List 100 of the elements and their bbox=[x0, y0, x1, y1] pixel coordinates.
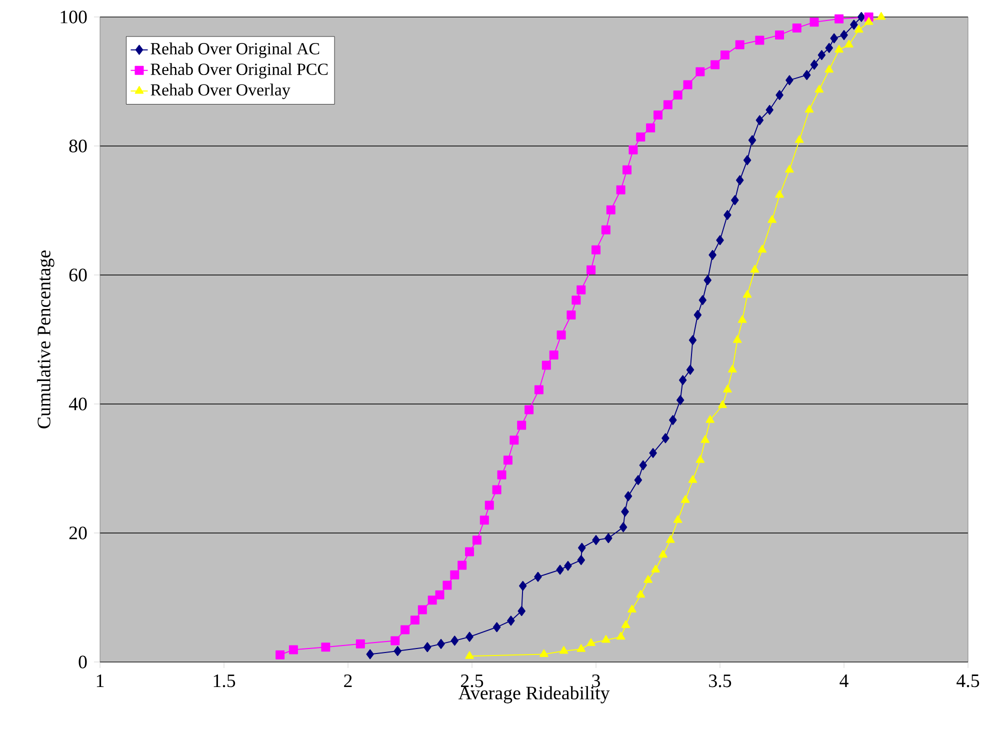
point bbox=[497, 470, 506, 480]
point bbox=[676, 395, 684, 406]
point bbox=[706, 415, 714, 423]
point bbox=[410, 616, 420, 625]
point bbox=[542, 360, 551, 370]
point bbox=[592, 245, 601, 254]
point bbox=[621, 620, 630, 628]
point bbox=[824, 64, 834, 73]
x-axis-title: Average Rideability bbox=[458, 686, 610, 704]
x-tick-label: 1.5 bbox=[214, 674, 236, 688]
point bbox=[786, 75, 794, 86]
point bbox=[750, 264, 760, 273]
point bbox=[534, 572, 542, 582]
point bbox=[830, 33, 838, 44]
point bbox=[578, 542, 586, 553]
point bbox=[716, 235, 724, 246]
legend-label: Rehab Over Original PCC bbox=[150, 63, 328, 79]
point bbox=[696, 455, 705, 463]
point bbox=[576, 644, 586, 652]
point bbox=[775, 30, 784, 40]
point bbox=[518, 580, 527, 591]
point bbox=[592, 535, 600, 546]
point bbox=[825, 42, 833, 53]
point bbox=[466, 632, 474, 642]
point bbox=[586, 638, 596, 646]
point bbox=[450, 636, 459, 646]
point bbox=[644, 575, 652, 583]
point bbox=[572, 296, 581, 305]
point bbox=[604, 533, 612, 544]
point bbox=[776, 90, 784, 100]
point bbox=[724, 210, 732, 220]
point bbox=[390, 636, 400, 646]
point bbox=[649, 448, 657, 458]
y-tick-label: 0 bbox=[78, 656, 87, 668]
point bbox=[636, 132, 646, 142]
point bbox=[622, 165, 632, 174]
point bbox=[518, 606, 526, 616]
point bbox=[694, 310, 702, 320]
point bbox=[423, 642, 432, 652]
point bbox=[810, 60, 818, 70]
x-tick-label: 4.5 bbox=[956, 674, 980, 688]
point bbox=[669, 415, 677, 426]
point bbox=[678, 375, 687, 386]
point bbox=[465, 651, 474, 659]
point bbox=[524, 405, 534, 414]
point bbox=[540, 649, 548, 657]
point bbox=[559, 646, 568, 654]
x-tick-label: 3 bbox=[592, 674, 600, 688]
point bbox=[628, 145, 638, 154]
point bbox=[654, 110, 663, 120]
point bbox=[663, 100, 672, 110]
point bbox=[680, 495, 690, 503]
point bbox=[400, 625, 410, 634]
point bbox=[621, 506, 629, 517]
point bbox=[814, 84, 824, 93]
point bbox=[732, 335, 742, 343]
x-tick-label: 3.5 bbox=[709, 674, 732, 688]
point bbox=[854, 24, 864, 33]
point bbox=[321, 642, 330, 652]
point bbox=[743, 155, 752, 166]
point bbox=[686, 364, 694, 375]
point bbox=[507, 616, 515, 626]
point bbox=[758, 244, 767, 253]
point bbox=[688, 475, 698, 483]
point bbox=[857, 12, 866, 22]
point bbox=[810, 18, 819, 27]
point bbox=[458, 560, 467, 570]
point bbox=[586, 265, 596, 274]
x-tick-label: 1 bbox=[96, 674, 104, 687]
point bbox=[742, 290, 752, 298]
point bbox=[576, 285, 586, 294]
point bbox=[834, 14, 844, 24]
point bbox=[696, 67, 705, 76]
point bbox=[804, 104, 814, 113]
point bbox=[450, 570, 460, 580]
point bbox=[465, 547, 474, 556]
point bbox=[646, 123, 656, 132]
point bbox=[683, 80, 692, 90]
point bbox=[785, 164, 794, 173]
point bbox=[688, 335, 697, 346]
point bbox=[818, 50, 826, 60]
point bbox=[731, 195, 739, 206]
point bbox=[442, 580, 452, 590]
point bbox=[288, 645, 298, 654]
point bbox=[728, 364, 737, 373]
point bbox=[616, 632, 626, 640]
point bbox=[628, 604, 636, 612]
point bbox=[636, 590, 646, 598]
x-tick-label: 2 bbox=[344, 674, 352, 688]
point bbox=[834, 44, 844, 53]
point bbox=[748, 135, 756, 146]
point bbox=[673, 90, 682, 100]
y-tick-label: 20 bbox=[69, 526, 87, 540]
point bbox=[876, 12, 886, 20]
y-tick-label: 40 bbox=[68, 398, 87, 410]
point bbox=[840, 30, 848, 40]
point bbox=[738, 315, 747, 323]
point bbox=[710, 60, 720, 70]
point bbox=[698, 295, 707, 306]
point bbox=[418, 605, 427, 614]
